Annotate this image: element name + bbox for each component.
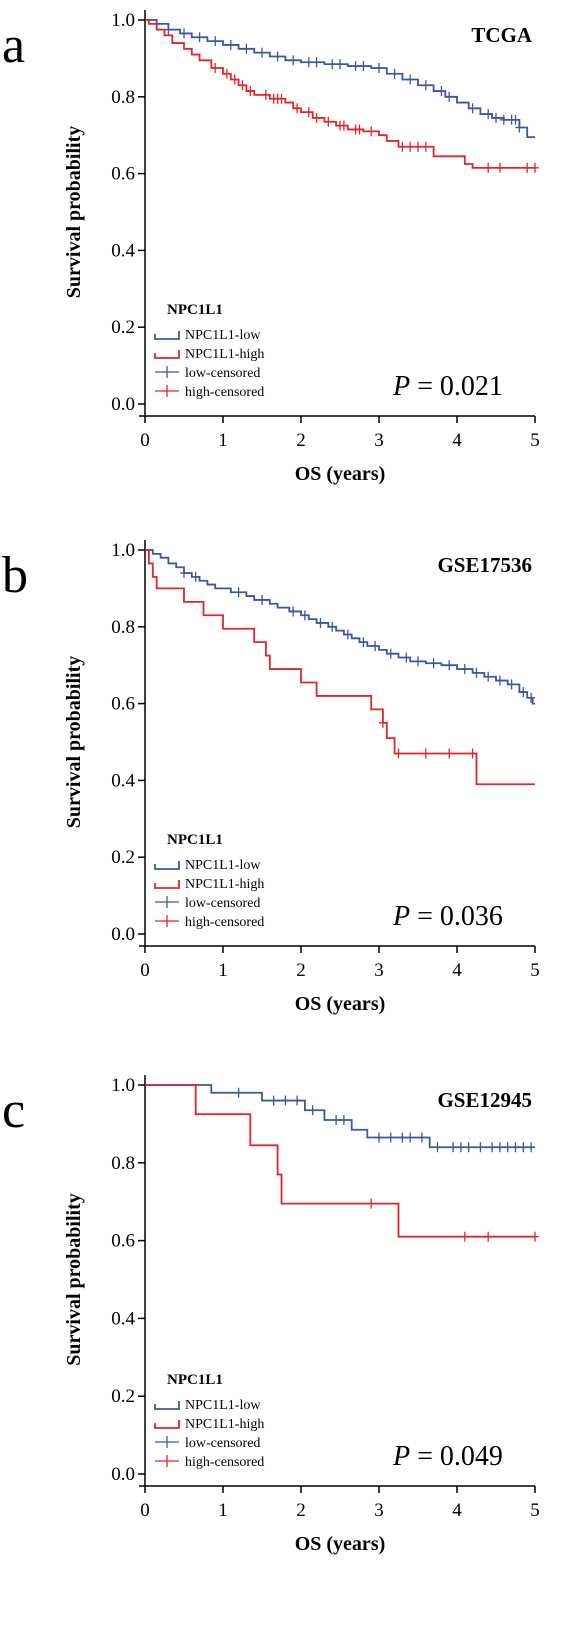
p-value-label: P [392, 901, 410, 932]
legend-entry: NPC1L1-high [185, 877, 264, 892]
legend-title: NPC1L1 [167, 1372, 223, 1388]
legend-title: NPC1L1 [167, 832, 223, 848]
y-tick-label: 0.4 [111, 770, 135, 791]
x-tick-label: 3 [374, 430, 384, 451]
x-tick-label: 0 [140, 1500, 150, 1521]
y-tick-label: 0.2 [111, 847, 135, 868]
km-curve-NPC1L1-high [145, 549, 535, 786]
chart-panel-c: c 0.0 0.2 0.4 0.6 0.8 1.0 0 1 2 3 4 5 OS (years) Survi… [2, 1075, 540, 1555]
x-tick-label: 2 [296, 1500, 306, 1521]
legend-swatch [154, 861, 180, 870]
dataset-title: GSE17536 [437, 553, 532, 577]
legend-entry: NPC1L1-low [185, 858, 261, 873]
y-tick-label: 1.0 [111, 1075, 135, 1096]
legend-swatch [154, 1401, 180, 1410]
p-value: P = 0.036 [392, 901, 503, 932]
x-tick-label: 4 [452, 1500, 462, 1521]
y-tick-label: 0.0 [111, 924, 135, 945]
y-axis-title: Survival probability [63, 656, 85, 828]
y-tick-label: 0.0 [111, 394, 135, 415]
legend: NPC1L1 NPC1L1-low NPC1L1-high low-censored h… [154, 1372, 264, 1470]
x-tick-label: 3 [374, 960, 384, 981]
legend-entry: low-censored [185, 896, 260, 911]
legend-title: NPC1L1 [167, 302, 223, 318]
x-axis-title: OS (years) [295, 1533, 386, 1555]
p-value-label: P [392, 371, 410, 402]
legend-entry: NPC1L1-low [185, 328, 261, 343]
legend-swatch [154, 1420, 180, 1429]
y-tick-label: 0.2 [111, 317, 135, 338]
y-tick-label: 0.0 [111, 1464, 135, 1485]
x-tick-label: 5 [530, 430, 540, 451]
chart-panel-a: a 0.0 0.2 0.4 0.6 0.8 1.0 0 1 2 3 4 5 OS (years) Survi… [2, 10, 540, 485]
p-value-number: = 0.049 [410, 1441, 503, 1472]
p-value: P = 0.021 [392, 371, 503, 402]
x-tick-label: 0 [140, 960, 150, 981]
legend-entry: high-censored [185, 1455, 264, 1470]
x-tick-label: 3 [374, 1500, 384, 1521]
y-tick-label: 0.8 [111, 1153, 135, 1174]
legend-swatch [154, 331, 180, 340]
legend: NPC1L1 NPC1L1-low NPC1L1-high low-censored h… [154, 302, 264, 400]
x-tick-label: 5 [530, 1500, 540, 1521]
x-tick-label: 1 [218, 430, 228, 451]
y-tick-label: 0.4 [111, 1308, 135, 1329]
panel-letter: c [2, 1082, 25, 1139]
chart-panel-b: b 0.0 0.2 0.4 0.6 0.8 1.0 0 1 2 3 4 5 OS (years) Survi… [2, 540, 540, 1015]
p-value-number: = 0.036 [410, 901, 503, 932]
x-tick-label: 1 [218, 1500, 228, 1521]
p-value-label: P [392, 1441, 410, 1472]
y-tick-label: 0.2 [111, 1386, 135, 1407]
p-value-number: = 0.021 [410, 371, 503, 402]
legend-entry: NPC1L1-high [185, 347, 264, 362]
x-tick-label: 5 [530, 960, 540, 981]
y-tick-label: 0.8 [111, 617, 135, 638]
legend-entry: low-censored [185, 1436, 260, 1451]
x-axis-title: OS (years) [295, 463, 386, 485]
y-tick-label: 1.0 [111, 540, 135, 561]
dataset-title: TCGA [471, 23, 533, 47]
y-tick-label: 1.0 [111, 10, 135, 31]
legend: NPC1L1 NPC1L1-low NPC1L1-high low-censored h… [154, 832, 264, 930]
y-tick-label: 0.8 [111, 87, 135, 108]
y-tick-label: 0.4 [111, 240, 135, 261]
legend-entry: high-censored [185, 915, 264, 930]
panel-letter: a [2, 17, 25, 74]
y-tick-label: 0.6 [111, 164, 135, 185]
panel-letter: b [2, 547, 28, 604]
p-value: P = 0.049 [392, 1441, 503, 1472]
legend-swatch [154, 350, 180, 359]
legend-entry: NPC1L1-low [185, 1398, 261, 1413]
y-tick-label: 0.6 [111, 694, 135, 715]
x-tick-label: 4 [452, 960, 462, 981]
x-tick-label: 2 [296, 960, 306, 981]
legend-swatch [154, 880, 180, 889]
km-curve-NPC1L1-high [145, 1084, 535, 1238]
x-tick-label: 4 [452, 430, 462, 451]
x-axis-title: OS (years) [295, 993, 386, 1015]
x-tick-label: 0 [140, 430, 150, 451]
x-tick-label: 2 [296, 430, 306, 451]
y-axis-title: Survival probability [63, 1193, 85, 1365]
legend-entry: low-censored [185, 366, 260, 381]
legend-entry: NPC1L1-high [185, 1417, 264, 1432]
legend-entry: high-censored [185, 385, 264, 400]
dataset-title: GSE12945 [437, 1088, 532, 1112]
y-axis-title: Survival probability [63, 126, 85, 298]
y-tick-label: 0.6 [111, 1231, 135, 1252]
x-tick-label: 1 [218, 960, 228, 981]
